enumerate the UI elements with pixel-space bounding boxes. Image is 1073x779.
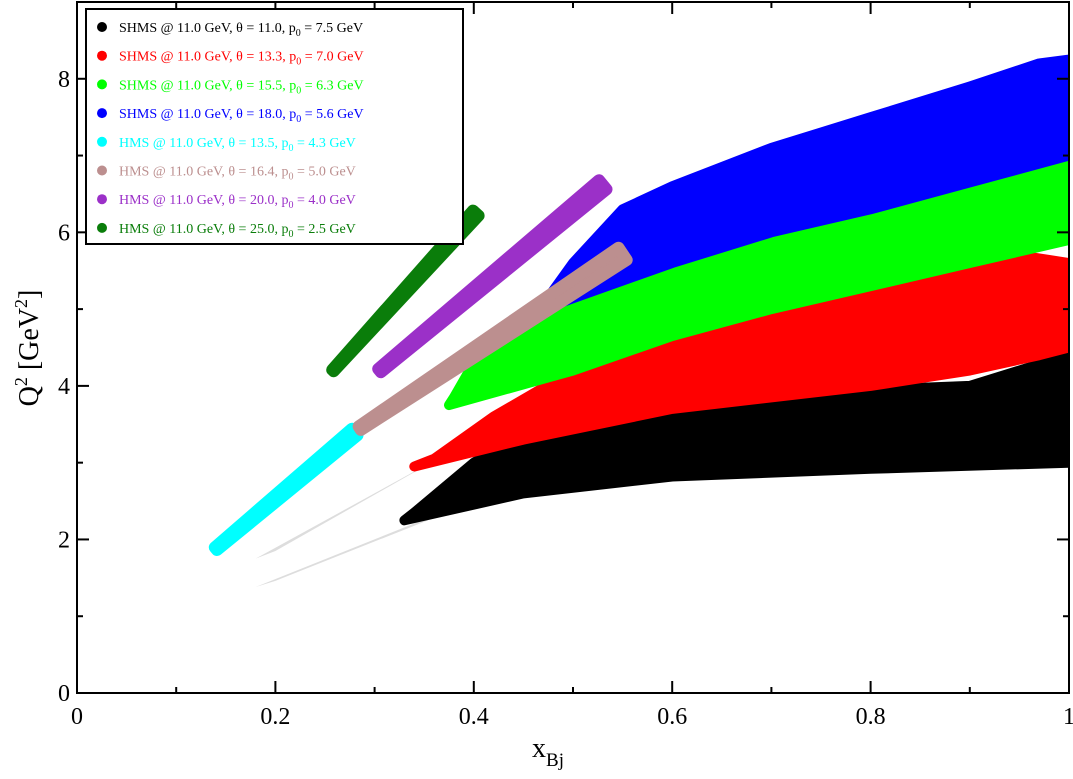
legend-marker xyxy=(97,166,107,176)
legend-marker xyxy=(97,22,107,32)
legend: SHMS @ 11.0 GeV, θ = 11.0, p0 = 7.5 GeVS… xyxy=(86,9,463,244)
x-axis-title: xBj xyxy=(532,733,564,771)
legend-marker xyxy=(97,137,107,147)
series-region-4 xyxy=(215,429,358,550)
y-tick-label: 4 xyxy=(58,374,70,400)
x-tick-label: 0.2 xyxy=(260,704,290,730)
y-tick-label: 0 xyxy=(58,681,70,707)
legend-marker xyxy=(97,194,107,204)
legend-marker xyxy=(97,108,107,118)
y-tick-label: 8 xyxy=(58,67,70,93)
legend-box xyxy=(86,9,463,244)
x-tick-label: 0.6 xyxy=(657,704,687,730)
legend-marker xyxy=(97,79,107,89)
y-tick-label: 6 xyxy=(58,220,70,246)
y-tick-label: 2 xyxy=(58,527,70,553)
x-tick-label: 1 xyxy=(1063,704,1073,730)
x-tick-label: 0 xyxy=(71,704,83,730)
legend-marker xyxy=(97,51,107,61)
x-tick-label: 0.4 xyxy=(459,704,489,730)
legend-marker xyxy=(97,223,107,233)
y-axis-title: Q2 [GeV2] xyxy=(11,290,45,407)
x-tick-label: 0.8 xyxy=(856,704,886,730)
